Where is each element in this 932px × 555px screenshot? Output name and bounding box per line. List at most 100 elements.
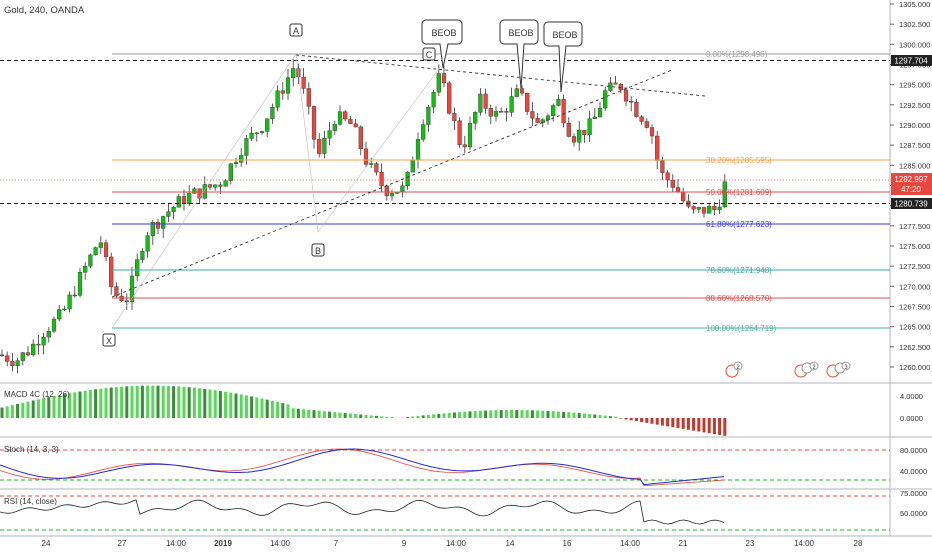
macd-bar <box>422 415 425 418</box>
macd-bar <box>354 414 357 418</box>
macd-bar <box>645 418 648 423</box>
macd-bar <box>599 415 602 418</box>
macd-bar <box>469 411 472 418</box>
macd-bar <box>495 410 498 418</box>
price-tick-label: 1300.000 <box>899 40 930 49</box>
macd-bar <box>89 390 92 418</box>
macd-bar <box>692 418 695 431</box>
pattern-label-c[interactable]: C <box>423 48 435 60</box>
macd-bar <box>619 418 622 419</box>
macd-bar <box>110 388 113 418</box>
macd-bar <box>1 408 4 418</box>
price-tick-label: 1295.000 <box>899 81 930 90</box>
macd-bar <box>11 405 14 418</box>
macd-bar <box>515 410 518 418</box>
macd-bar <box>105 388 108 418</box>
tag-high: 1297.704 <box>891 55 932 66</box>
candle-bull <box>94 247 98 256</box>
macd-bar <box>567 412 570 418</box>
macd-bar <box>250 396 253 418</box>
macd-bar <box>261 399 264 418</box>
macd-bar <box>307 410 310 418</box>
macd-bar <box>349 414 352 418</box>
macd-bar <box>437 414 440 418</box>
macd-bar <box>651 418 654 424</box>
fib-label: 0.00%(1298.498) <box>706 50 768 59</box>
macd-bar <box>697 418 700 432</box>
macd-bar <box>255 397 258 418</box>
macd-bar <box>219 391 222 418</box>
price-tick-label: 1260.000 <box>899 363 930 372</box>
price-tick-label: 1270.000 <box>899 282 930 291</box>
price-tick-label: 1272.500 <box>899 262 930 271</box>
price-tick-label: 1290.000 <box>899 121 930 130</box>
time-tick-label: 23 <box>746 539 755 548</box>
macd-bar <box>276 402 279 418</box>
macd-bar <box>37 399 40 418</box>
macd-bar <box>339 413 342 418</box>
pattern-label-x[interactable]: X <box>103 334 115 346</box>
macd-bar <box>73 392 76 418</box>
macd-bar <box>406 417 409 418</box>
macd-bar <box>115 387 118 418</box>
macd-bar <box>375 416 378 418</box>
pattern-label-b[interactable]: B <box>312 244 324 256</box>
stoch-label[interactable]: Stoch (14, 3, 3) <box>4 445 59 454</box>
time-tick-label: 24 <box>42 539 51 548</box>
time-tick-label: 14:00 <box>270 539 291 548</box>
rsi-label[interactable]: RSI (14, close) <box>4 497 57 506</box>
macd-bar <box>21 403 24 418</box>
macd-bar <box>318 411 321 418</box>
time-tick-label: 14:00 <box>446 539 467 548</box>
macd-bar <box>682 418 685 429</box>
symbol-title: Gold, 240, OANDA <box>4 5 85 16</box>
macd-bar <box>198 388 201 418</box>
macd-bar <box>266 400 269 418</box>
macd-bar <box>42 398 45 418</box>
fib-label: 100.00%(1264.719) <box>706 324 777 333</box>
macd-bar <box>474 411 477 418</box>
macd-bar <box>365 415 368 418</box>
macd-bar <box>193 388 196 418</box>
time-tick-label: 14:00 <box>620 539 641 548</box>
macd-bar <box>27 402 30 418</box>
time-tick-label: 9 <box>402 539 407 548</box>
fib-label: 38.20%(1285.595) <box>706 156 772 165</box>
macd-bar <box>94 389 97 418</box>
macd-bar <box>84 391 87 418</box>
macd-bar <box>458 412 461 418</box>
macd-bar <box>183 387 186 418</box>
macd-bar <box>677 418 680 428</box>
macd-bar <box>713 418 716 434</box>
macd-bar <box>302 409 305 418</box>
svg-text:BEOB: BEOB <box>552 30 577 40</box>
macd-bar <box>16 404 19 418</box>
macd-bar <box>141 386 144 418</box>
macd-tick-zero: 0.0000 <box>900 414 923 423</box>
tag-low-text: 1280.739 <box>894 200 928 209</box>
macd-bar <box>120 387 123 418</box>
macd-label[interactable]: MACD 4C (12, 26) <box>4 390 70 399</box>
tag-countdown-text: 47:20 <box>901 185 922 194</box>
candle-bull <box>89 254 93 269</box>
macd-bar <box>344 413 347 418</box>
time-tick-label: 16 <box>563 539 572 548</box>
rsi-path <box>0 500 724 524</box>
pattern-label-a[interactable]: A <box>290 24 302 36</box>
macd-bar <box>359 414 362 418</box>
macd-bar <box>370 415 373 418</box>
rsi-line <box>0 496 890 530</box>
rsi-tick-50: 50.0000 <box>900 509 927 518</box>
tag-price-text: 1282.997 <box>894 175 928 184</box>
time-tick-label: 21 <box>679 539 688 548</box>
macd-bar <box>391 417 394 418</box>
stoch-tick-80: 80.0000 <box>900 446 927 455</box>
macd-bar <box>718 418 721 435</box>
macd-bar <box>385 417 388 418</box>
macd-bar <box>240 394 243 418</box>
price-tick-label: 1267.500 <box>899 302 930 311</box>
fib-label: 78.60%(1271.948) <box>706 266 772 275</box>
